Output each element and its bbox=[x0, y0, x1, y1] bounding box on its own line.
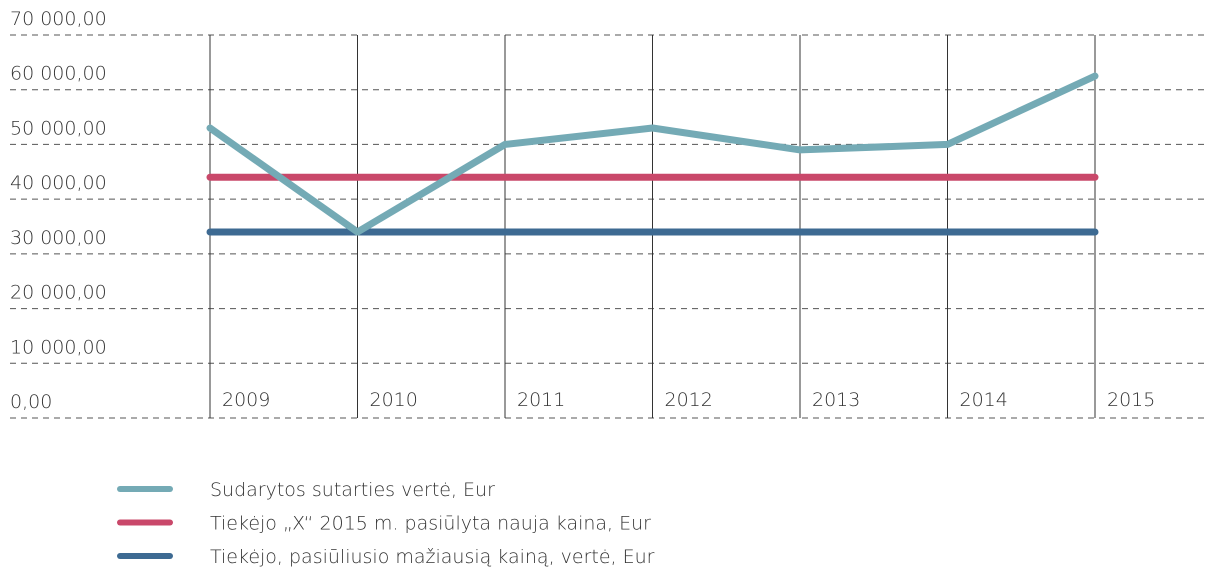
x-tick-label: 2009 bbox=[222, 389, 270, 411]
x-tick-label: 2010 bbox=[370, 389, 418, 411]
x-tick-label: 2013 bbox=[812, 389, 860, 411]
x-tick-label: 2015 bbox=[1107, 389, 1155, 411]
x-tick-label: 2011 bbox=[517, 389, 565, 411]
y-tick-label: 70 000,00 bbox=[10, 8, 107, 30]
x-tick-label: 2012 bbox=[665, 389, 713, 411]
series-line bbox=[206, 72, 1099, 236]
y-tick-label: 10 000,00 bbox=[10, 336, 107, 358]
legend-label: Tiekėjo, pasiūliusio mažiausią kainą, ve… bbox=[210, 546, 655, 568]
y-tick-label: 40 000,00 bbox=[10, 172, 107, 194]
y-tick-label: 50 000,00 bbox=[10, 117, 107, 139]
y-tick-label: 0,00 bbox=[10, 391, 52, 413]
y-tick-label: 60 000,00 bbox=[10, 63, 107, 85]
legend-label: Sudarytos sutarties vertė, Eur bbox=[210, 479, 495, 501]
x-tick-label: 2014 bbox=[960, 389, 1008, 411]
legend-label: Tiekėjo „X“ 2015 m. pasiūlyta nauja kain… bbox=[210, 513, 651, 535]
y-tick-label: 20 000,00 bbox=[10, 282, 107, 304]
y-tick-label: 30 000,00 bbox=[10, 227, 107, 249]
